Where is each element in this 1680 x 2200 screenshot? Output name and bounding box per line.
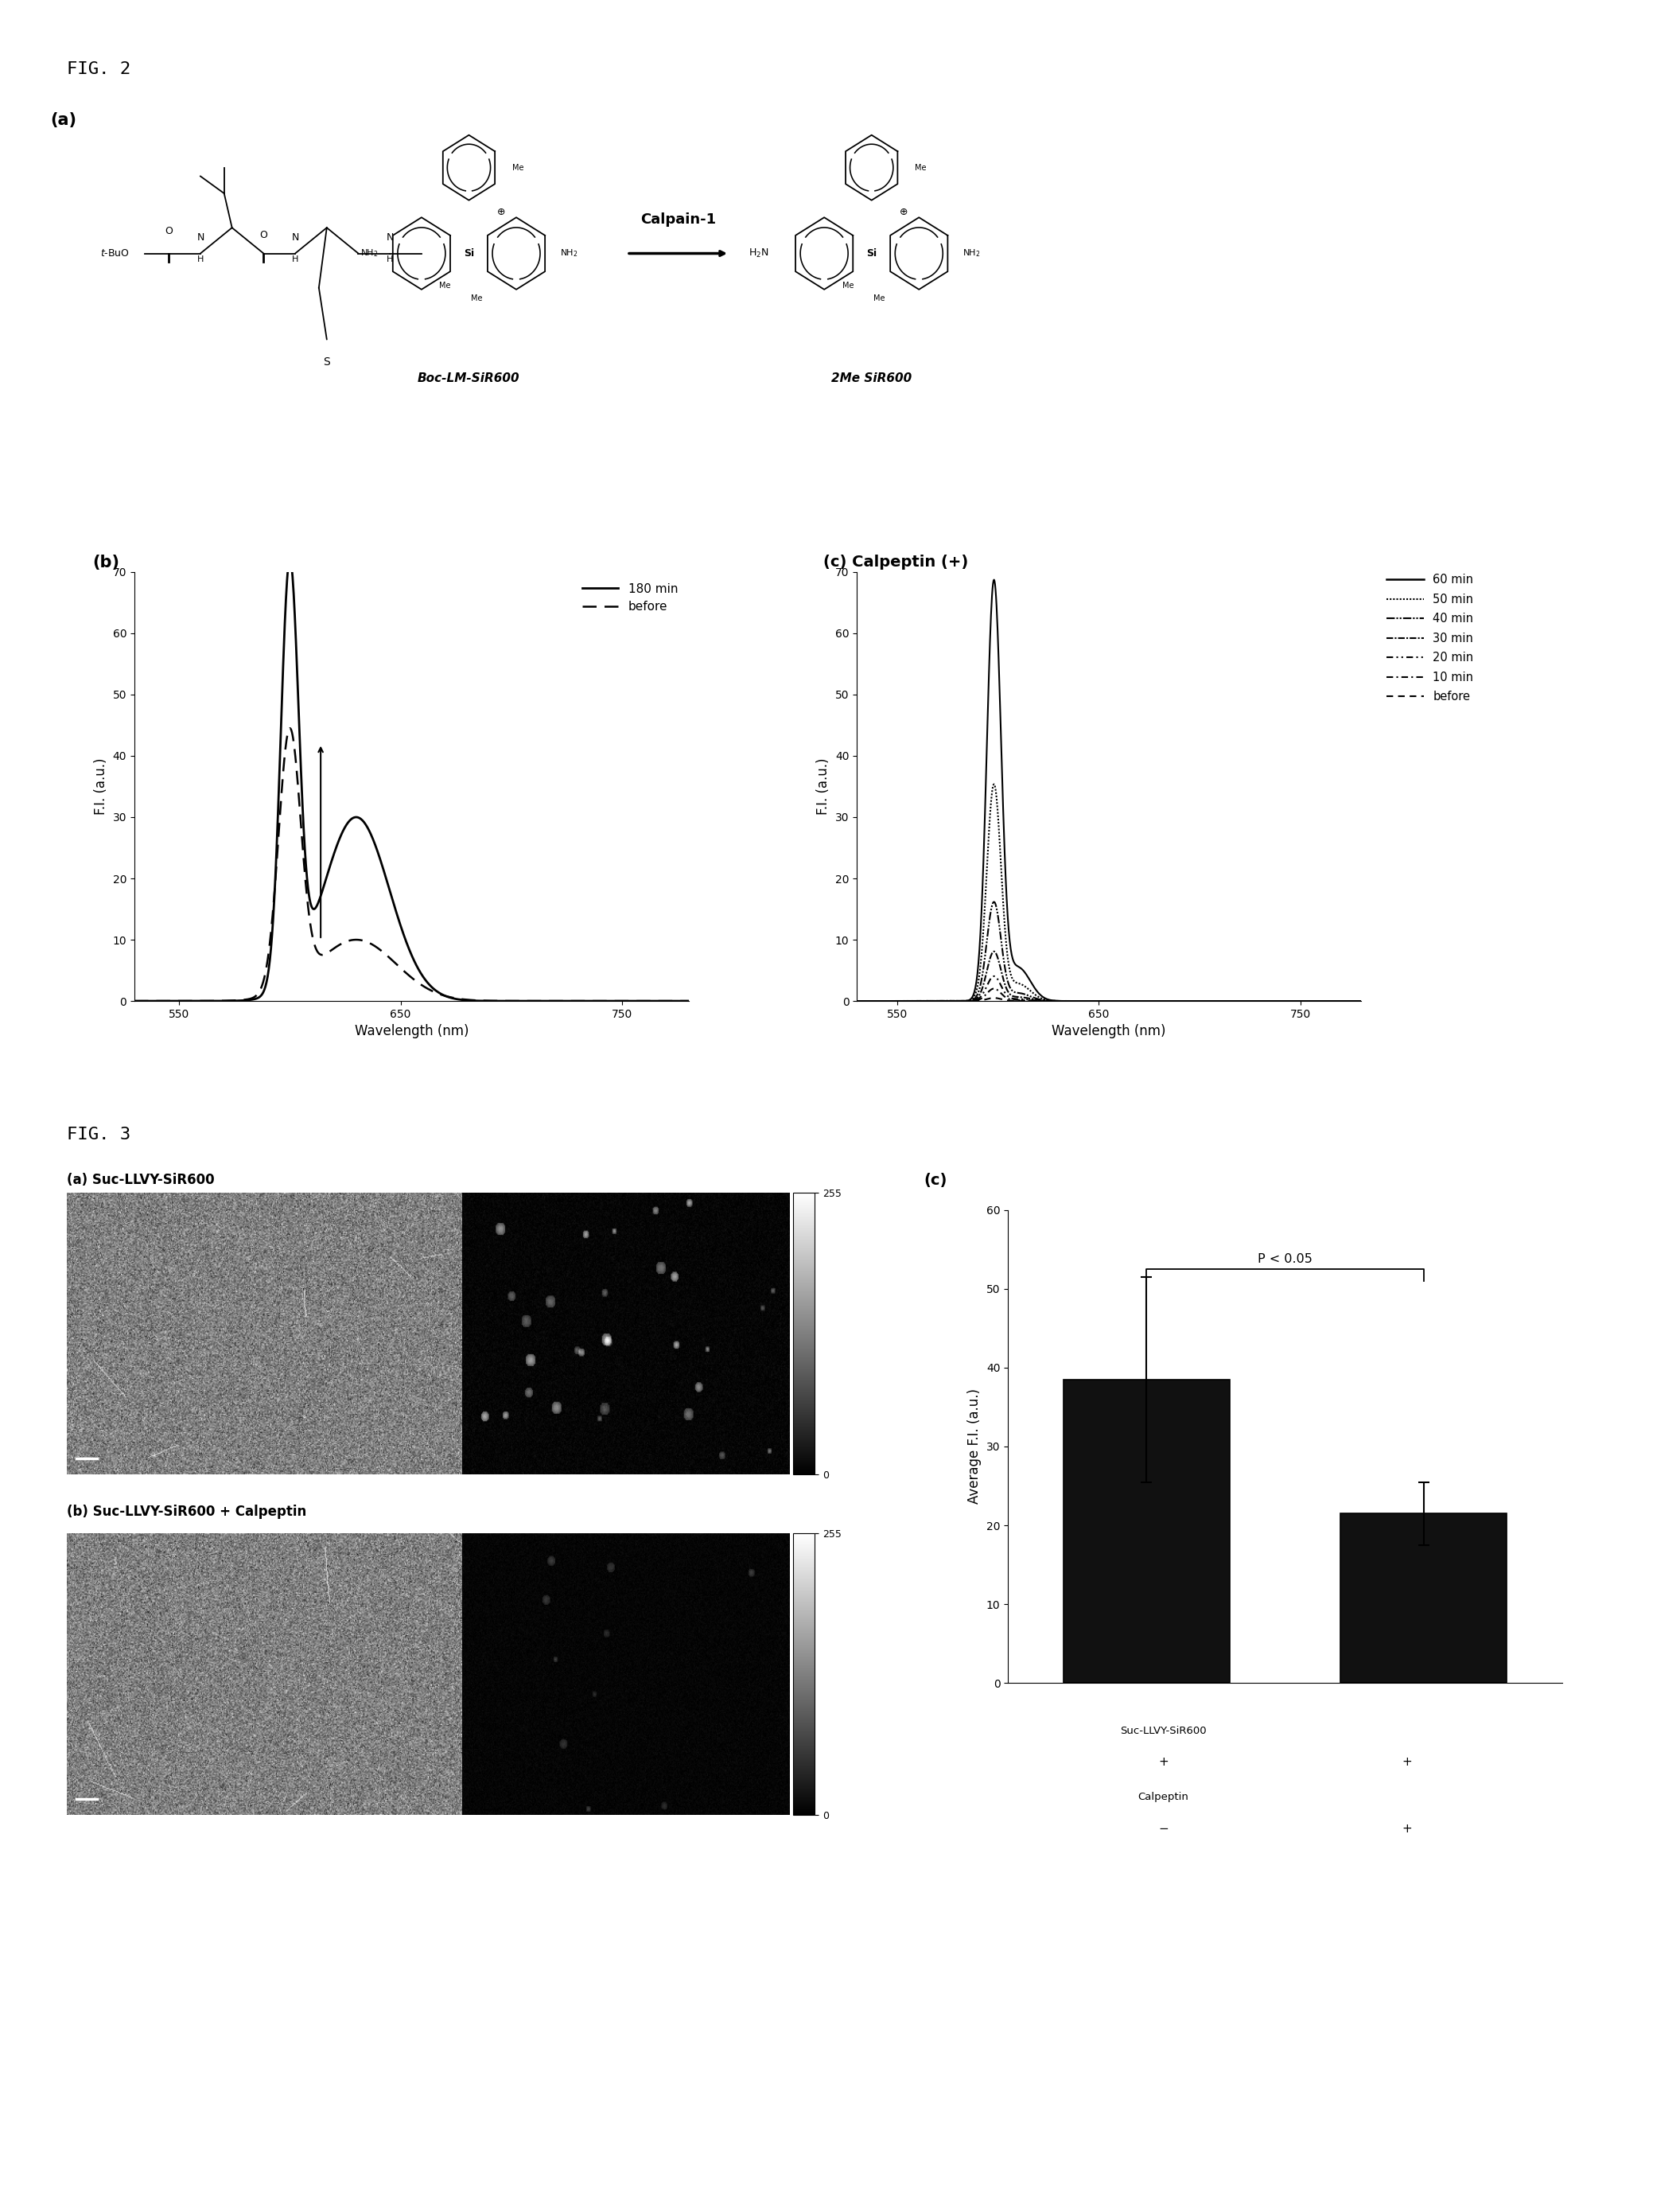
Text: FIG. 2: FIG. 2 [67, 62, 131, 77]
Text: H$_2$N: H$_2$N [749, 246, 769, 260]
Text: Si: Si [464, 249, 474, 260]
Text: NH$_2$: NH$_2$ [559, 249, 578, 260]
Text: FIG. 3: FIG. 3 [67, 1126, 131, 1142]
Text: +: + [1158, 1756, 1168, 1769]
Text: (a): (a) [50, 112, 77, 128]
Text: Si: Si [867, 249, 877, 260]
Text: $\oplus$: $\oplus$ [899, 207, 907, 218]
Text: −: − [1158, 1822, 1168, 1835]
Text: P < 0.05: P < 0.05 [1258, 1254, 1312, 1265]
Text: Calpain-1: Calpain-1 [640, 211, 716, 227]
Text: (b) Suc-LLVY-SiR600 + Calpeptin: (b) Suc-LLVY-SiR600 + Calpeptin [67, 1505, 307, 1520]
Text: Me: Me [470, 295, 482, 301]
Text: S: S [323, 356, 331, 367]
Text: (c): (c) [924, 1173, 948, 1188]
Text: O: O [165, 227, 173, 235]
Text: Boc-LM-SiR600: Boc-LM-SiR600 [418, 372, 521, 385]
Text: +: + [1403, 1756, 1413, 1769]
Text: Me: Me [512, 163, 524, 172]
Bar [1063, 1379, 1230, 1683]
Text: N: N [197, 233, 205, 242]
Text: H: H [292, 255, 299, 264]
Text: N: N [386, 233, 393, 242]
Legend: 180 min, before: 180 min, before [578, 579, 682, 618]
Text: H: H [197, 255, 203, 264]
Legend: 60 min, 50 min, 40 min, 30 min, 20 min, 10 min, before: 60 min, 50 min, 40 min, 30 min, 20 min, … [1381, 570, 1478, 708]
Y-axis label: F.I. (a.u.): F.I. (a.u.) [94, 759, 108, 814]
Bar [1341, 1514, 1507, 1683]
Text: $t$-BuO: $t$-BuO [99, 249, 129, 260]
X-axis label: Wavelength (nm): Wavelength (nm) [1052, 1025, 1166, 1038]
Text: N: N [291, 233, 299, 242]
Text: (b): (b) [92, 554, 119, 570]
Text: O: O [260, 231, 267, 240]
Text: (c) Calpeptin (+): (c) Calpeptin (+) [823, 554, 968, 570]
Text: NH$_2$: NH$_2$ [963, 249, 981, 260]
Y-axis label: F.I. (a.u.): F.I. (a.u.) [816, 759, 830, 814]
Text: Calpeptin: Calpeptin [1137, 1791, 1189, 1802]
Text: 2Me SiR600: 2Me SiR600 [832, 372, 912, 385]
X-axis label: Wavelength (nm): Wavelength (nm) [354, 1025, 469, 1038]
Text: Me: Me [874, 295, 885, 301]
Text: Me: Me [842, 282, 853, 290]
Text: H: H [386, 255, 393, 264]
Text: Me: Me [440, 282, 450, 290]
Text: (a) Suc-LLVY-SiR600: (a) Suc-LLVY-SiR600 [67, 1173, 215, 1188]
Text: Suc-LLVY-SiR600: Suc-LLVY-SiR600 [1121, 1725, 1206, 1736]
Text: Me: Me [916, 163, 927, 172]
Text: +: + [1403, 1822, 1413, 1835]
Y-axis label: Average F.I. (a.u.): Average F.I. (a.u.) [968, 1388, 981, 1505]
Text: NH$_2$: NH$_2$ [360, 249, 378, 260]
Text: $\oplus$: $\oplus$ [496, 207, 506, 218]
